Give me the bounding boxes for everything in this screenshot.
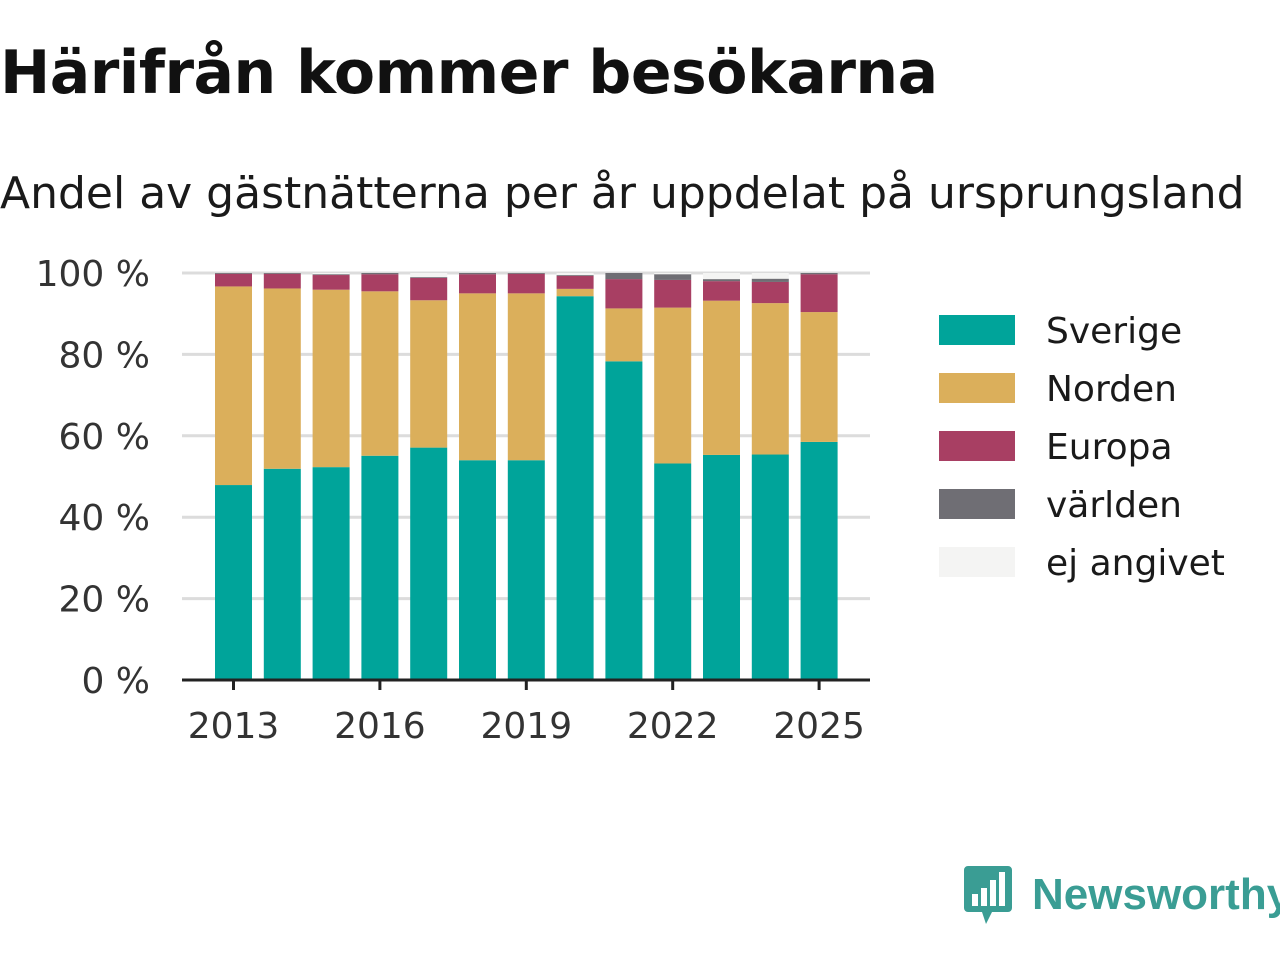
legend-label: världen bbox=[1046, 485, 1182, 526]
bar-segment bbox=[654, 274, 692, 280]
bar-segment bbox=[215, 485, 252, 680]
x-tick-label: 2016 bbox=[334, 706, 426, 747]
bar-segment bbox=[459, 460, 496, 680]
y-tick-label: 80 % bbox=[59, 335, 150, 376]
bar-segment bbox=[263, 468, 301, 680]
bar-segment bbox=[556, 296, 594, 680]
bar-segment bbox=[215, 273, 252, 274]
bar-segment bbox=[507, 273, 545, 274]
y-tick-label: 20 % bbox=[59, 580, 150, 621]
legend-swatch bbox=[939, 547, 1015, 577]
bar-segment bbox=[556, 275, 594, 289]
bar-segment bbox=[410, 447, 448, 680]
bar-segment bbox=[410, 277, 448, 278]
brand-logo: Newsworthy bbox=[962, 864, 1280, 926]
y-tick-label: 100 % bbox=[36, 254, 150, 295]
y-tick-label: 60 % bbox=[59, 417, 150, 458]
legend: Sverige Norden Europa världen ej angivet bbox=[939, 311, 1225, 584]
bar-segment bbox=[215, 286, 252, 486]
legend-label: Europa bbox=[1046, 427, 1173, 468]
legend-swatch bbox=[939, 373, 1015, 403]
x-tick-label: 2019 bbox=[480, 706, 572, 747]
bar-segment bbox=[312, 274, 350, 276]
bar-segment bbox=[215, 273, 252, 287]
chart-subtitle: Andel av gästnätterna per år uppdelat på… bbox=[0, 168, 1245, 219]
bar-segment bbox=[654, 279, 692, 308]
bar-segment bbox=[654, 273, 692, 275]
bar-segment bbox=[263, 273, 301, 289]
bar-segment bbox=[605, 361, 643, 680]
x-tick-label: 2013 bbox=[188, 706, 280, 747]
bar-segment bbox=[703, 454, 740, 680]
bar-segment bbox=[703, 300, 740, 455]
bar-segment bbox=[800, 274, 838, 313]
bar-segment bbox=[751, 303, 789, 455]
bar-segment bbox=[361, 291, 399, 456]
bar-segment bbox=[312, 275, 350, 290]
bar-segment bbox=[654, 463, 692, 680]
bar-segment bbox=[556, 273, 594, 276]
legend-swatch bbox=[939, 431, 1015, 461]
bar-segment bbox=[263, 273, 301, 274]
legend-label: ej angivet bbox=[1046, 543, 1225, 584]
bar-segment bbox=[605, 308, 643, 362]
bar-segment bbox=[507, 460, 545, 680]
y-tick-label: 0 % bbox=[81, 661, 150, 702]
bar-segment bbox=[312, 289, 350, 468]
bar-segment bbox=[751, 273, 789, 279]
bar-segment bbox=[556, 275, 594, 276]
x-tick-label: 2025 bbox=[773, 706, 865, 747]
bar-segment bbox=[703, 281, 740, 301]
bar-segment bbox=[703, 279, 740, 282]
bar-segment bbox=[507, 273, 545, 294]
bar-segment bbox=[800, 273, 838, 275]
bar-segment bbox=[751, 278, 789, 282]
bar-segment bbox=[361, 274, 399, 292]
bar-segment bbox=[800, 312, 838, 442]
bar-segment bbox=[410, 273, 448, 278]
chart-title: Härifrån kommer besökarna bbox=[0, 38, 938, 108]
bar-segment bbox=[751, 454, 789, 680]
bar-segment bbox=[605, 273, 643, 280]
bar-segment bbox=[410, 300, 448, 448]
axes: 0 % 20 % 40 % 60 % 80 % 100 % 2013 2016 2019 2022… bbox=[36, 254, 870, 747]
bar-segment bbox=[605, 279, 643, 309]
brand-name: Newsworthy bbox=[1032, 870, 1280, 919]
bar-segment bbox=[751, 281, 789, 304]
newsworthy-logo-icon bbox=[964, 866, 1012, 924]
bar-segment bbox=[556, 288, 594, 297]
bar-segment bbox=[654, 307, 692, 464]
bar-segment bbox=[459, 273, 496, 275]
bar-segment bbox=[800, 441, 838, 680]
bars bbox=[215, 273, 838, 680]
y-tick-label: 40 % bbox=[59, 498, 150, 539]
bar-segment bbox=[507, 293, 545, 461]
bar-segment bbox=[312, 467, 350, 680]
bar-segment bbox=[361, 273, 399, 275]
legend-swatch bbox=[939, 315, 1015, 345]
legend-label: Norden bbox=[1046, 369, 1177, 410]
stacked-bar-chart: 0 % 20 % 40 % 60 % 80 % 100 % 2013 2016 2019 2022… bbox=[36, 254, 1225, 747]
bar-segment bbox=[459, 293, 496, 461]
bar-segment bbox=[410, 277, 448, 301]
bar-segment bbox=[312, 273, 350, 275]
bar-segment bbox=[263, 288, 301, 469]
bar-segment bbox=[361, 455, 399, 680]
x-tick-label: 2022 bbox=[627, 706, 719, 747]
legend-label: Sverige bbox=[1046, 311, 1182, 352]
legend-swatch bbox=[939, 489, 1015, 519]
bar-segment bbox=[703, 273, 740, 280]
bar-segment bbox=[459, 274, 496, 294]
